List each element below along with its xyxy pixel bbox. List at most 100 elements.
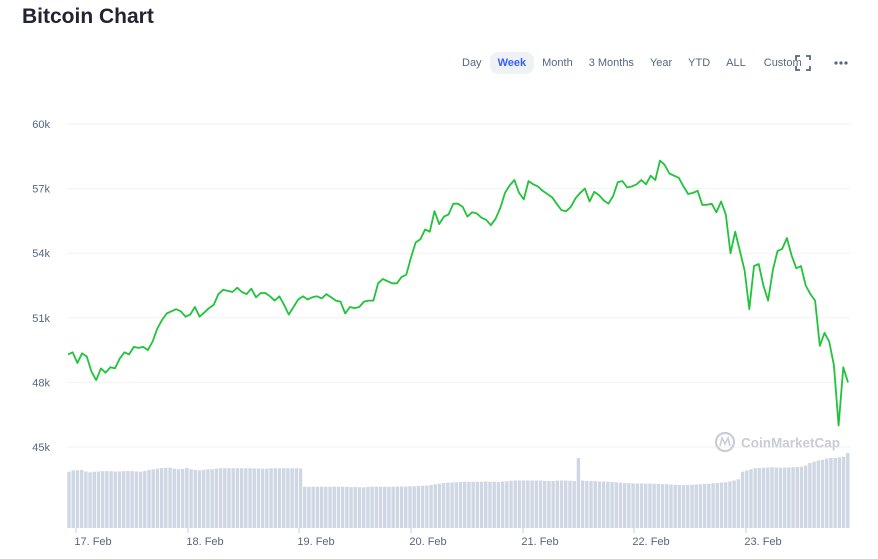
volume-bar — [147, 469, 151, 528]
x-tick-label: 17. Feb — [74, 536, 111, 548]
y-tick-label: 57k — [32, 184, 50, 196]
volume-bar — [67, 471, 71, 528]
volume-bar — [84, 471, 88, 528]
volume-bar — [517, 480, 522, 528]
volume-bar — [825, 458, 829, 528]
volume-bar — [551, 481, 555, 528]
volume-bar — [437, 483, 442, 528]
volume-bar — [639, 483, 644, 528]
volume-bar — [820, 459, 825, 528]
volume-bar — [100, 471, 105, 528]
volume-bar — [79, 470, 84, 528]
expand-icon[interactable] — [792, 53, 814, 73]
volume-bar — [492, 481, 496, 528]
volume-bar — [463, 481, 467, 528]
volume-bar — [273, 468, 277, 528]
volume-bar — [732, 480, 736, 528]
volume-bar — [719, 482, 724, 528]
volume-bar — [593, 481, 597, 528]
more-dots-icon[interactable] — [830, 53, 852, 73]
range-btn-3-months[interactable]: 3 Months — [588, 57, 634, 69]
range-selector: Day Week Month 3 Months Year YTD ALL Custom — [454, 52, 810, 74]
volume-bar — [513, 480, 517, 528]
volume-bar — [454, 482, 458, 528]
volume-bar — [319, 486, 324, 528]
volume-bars — [67, 453, 850, 528]
volume-bar — [622, 483, 627, 528]
volume-bar — [361, 487, 366, 528]
volume-bar — [740, 471, 745, 528]
volume-bar — [841, 456, 846, 528]
volume-bar — [837, 457, 842, 528]
volume-bar — [151, 469, 155, 528]
volume-bar — [757, 468, 762, 528]
volume-bar — [660, 484, 665, 528]
volume-bar — [787, 467, 791, 528]
range-btn-all[interactable]: ALL — [726, 57, 746, 69]
volume-bar — [378, 486, 383, 528]
volume-bar — [745, 470, 749, 528]
volume-bar — [92, 471, 96, 528]
volume-bar — [332, 486, 336, 528]
watermark-text: CoinMarketCap — [741, 436, 840, 451]
volume-bar — [446, 482, 450, 528]
volume-bar — [471, 481, 475, 528]
volume-bar — [686, 484, 690, 528]
range-btn-month[interactable]: Month — [542, 57, 573, 69]
volume-bar — [627, 483, 631, 528]
range-btn-ytd[interactable]: YTD — [688, 57, 711, 69]
volume-bar — [387, 486, 391, 528]
volume-bar — [303, 486, 307, 528]
volume-bar — [164, 467, 168, 528]
y-tick-label: 45k — [32, 442, 50, 454]
volume-bar — [193, 469, 197, 528]
grid-lines — [67, 123, 850, 448]
volume-bar — [707, 483, 711, 528]
volume-bar — [770, 467, 774, 528]
volume-bar — [206, 469, 210, 528]
volume-bar — [345, 486, 349, 528]
volume-bar — [597, 481, 602, 528]
volume-bar — [290, 468, 294, 528]
volume-bar — [555, 480, 560, 528]
y-tick-label: 60k — [32, 119, 50, 131]
volume-bar — [542, 481, 547, 528]
volume-bar — [749, 469, 753, 528]
volume-bar — [534, 480, 538, 528]
volume-bar — [202, 469, 206, 528]
x-tick-label: 20. Feb — [409, 536, 446, 548]
volume-bar — [441, 483, 446, 528]
volume-bar — [606, 481, 610, 528]
volume-bar — [281, 468, 286, 528]
volume-bar — [665, 484, 669, 528]
volume-bar — [610, 482, 614, 528]
volume-bar — [736, 479, 741, 528]
volume-bar — [631, 483, 635, 528]
range-btn-custom[interactable]: Custom — [763, 57, 802, 69]
volume-bar — [505, 481, 509, 528]
volume-bar — [227, 468, 231, 528]
range-btn-week[interactable]: Week — [489, 52, 535, 74]
volume-bar — [210, 469, 214, 528]
volume-bar — [846, 453, 850, 528]
volume-bar — [353, 487, 357, 528]
volume-bar — [576, 458, 581, 528]
volume-bar — [530, 480, 534, 528]
volume-bar — [189, 469, 193, 528]
range-btn-year[interactable]: Year — [649, 57, 673, 69]
volume-bar — [500, 481, 505, 528]
volume-bar — [336, 486, 341, 528]
volume-bar — [728, 481, 732, 528]
volume-bar — [572, 481, 576, 528]
volume-bar — [711, 483, 715, 528]
volume-bar — [138, 471, 143, 528]
range-btn-day[interactable]: Day — [462, 57, 482, 69]
volume-bar — [298, 468, 303, 528]
volume-bar — [526, 480, 530, 528]
volume-bar — [559, 480, 564, 528]
volume-bar — [265, 468, 269, 528]
volume-bar — [580, 480, 585, 528]
volume-bar — [425, 485, 429, 528]
volume-bar — [799, 466, 804, 528]
